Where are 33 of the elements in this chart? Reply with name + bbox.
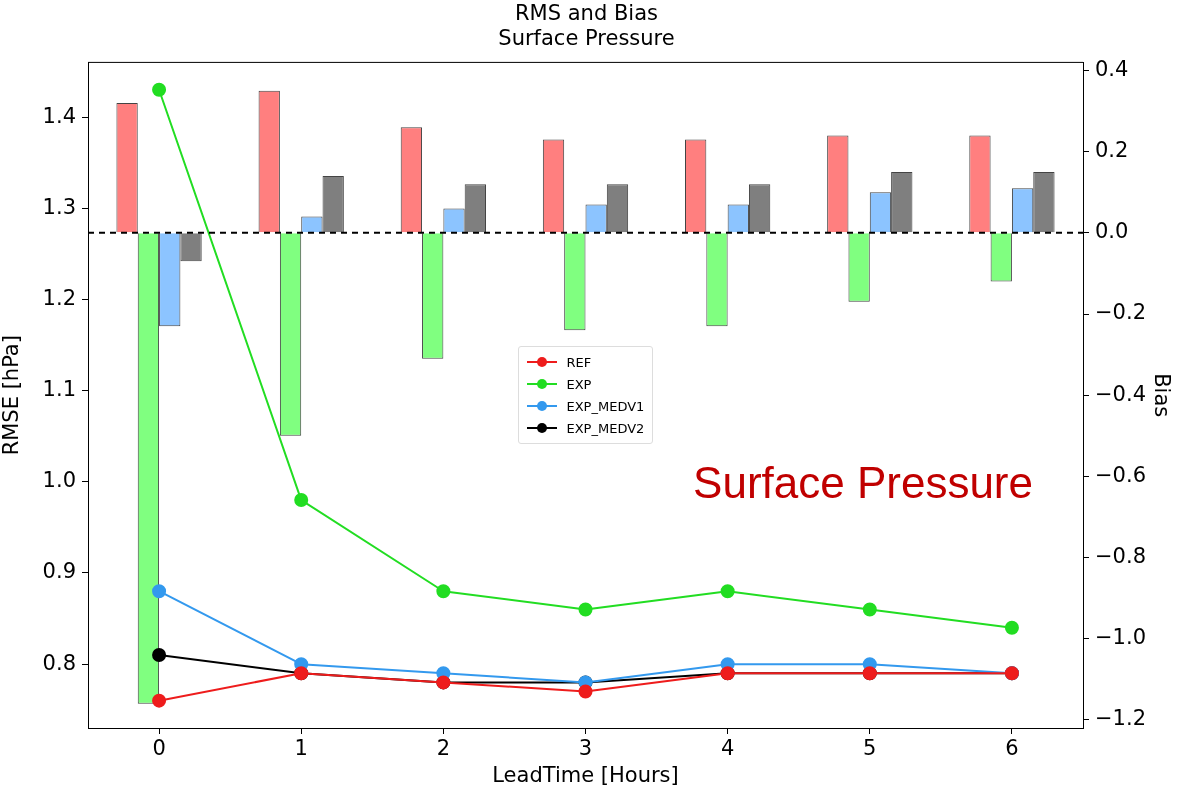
x-tick-label: 2 bbox=[436, 736, 451, 761]
chart-title: RMS and Bias bbox=[515, 1, 658, 26]
chart-subtitle: Surface Pressure bbox=[498, 26, 675, 51]
y2-tick-label: 0.0 bbox=[1095, 219, 1129, 244]
y-tick-label: 1.2 bbox=[42, 285, 76, 310]
y2-tick-label: 0.4 bbox=[1095, 56, 1129, 81]
y2-tick-label: −1.0 bbox=[1095, 625, 1146, 650]
y-tick-label: 0.8 bbox=[42, 650, 76, 675]
y-tick-label: 1.1 bbox=[42, 377, 76, 402]
legend-label: EXP_MEDV1 bbox=[566, 398, 645, 414]
x-tick-label: 1 bbox=[294, 736, 308, 761]
y2-axis-title: Bias bbox=[1149, 373, 1174, 418]
y2-tick-label: 0.2 bbox=[1095, 138, 1129, 163]
y2-tick-label: −1.2 bbox=[1095, 706, 1146, 731]
y-tick-label: 1.4 bbox=[42, 103, 76, 128]
x-tick-label: 4 bbox=[720, 736, 735, 761]
x-tick-label: 0 bbox=[152, 736, 166, 761]
y-tick-label: 0.9 bbox=[42, 559, 76, 584]
y-tick-label: 1.0 bbox=[42, 468, 76, 493]
y2-tick-label: −0.2 bbox=[1095, 300, 1146, 325]
annotation: Surface Pressure bbox=[693, 458, 1033, 508]
x-tick-label: 6 bbox=[1005, 736, 1019, 761]
legend-label: EXP bbox=[566, 376, 592, 392]
y2-tick-label: −0.8 bbox=[1095, 543, 1146, 568]
y-tick-label: 1.3 bbox=[42, 194, 76, 219]
legend-label: REF bbox=[566, 354, 592, 370]
x-tick-label: 5 bbox=[863, 736, 877, 761]
y2-tick-label: −0.4 bbox=[1095, 381, 1146, 406]
x-axis-title: LeadTime [Hours] bbox=[492, 762, 679, 787]
legend-label: EXP_MEDV2 bbox=[566, 420, 645, 436]
x-tick-label: 3 bbox=[578, 736, 593, 761]
y-axis-title: RMSE [hPa] bbox=[0, 335, 24, 456]
y2-tick-label: −0.6 bbox=[1095, 462, 1146, 487]
